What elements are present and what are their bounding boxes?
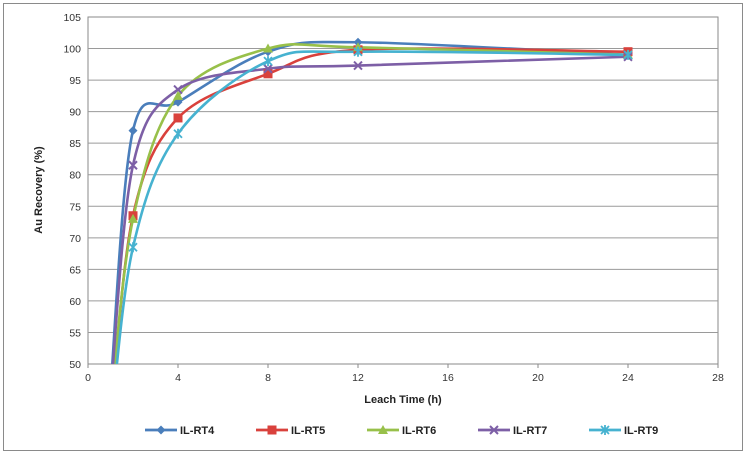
y-tick-label: 80 — [69, 170, 81, 182]
legend-marker-il-rt5 — [267, 425, 277, 435]
legend: IL-RT4 IL-RT5 IL-RT6 IL-RT7 IL-RT9 — [145, 425, 658, 437]
legend-marker-il-rt4 — [156, 425, 166, 435]
data-point-il-rt9 — [623, 49, 633, 60]
x-tick-label: 4 — [175, 372, 181, 384]
legend-marker-il-rt9 — [600, 425, 610, 435]
legend-label-il-rt5: IL-RT5 — [291, 425, 325, 437]
y-axis-title: Au Recovery (%) — [33, 146, 45, 234]
legend-label-il-rt4: IL-RT4 — [180, 425, 215, 437]
data-point-il-rt6 — [106, 403, 116, 412]
data-point-il-rt7 — [353, 60, 363, 71]
x-tick-label: 28 — [712, 372, 724, 384]
gridlines — [88, 48, 718, 333]
legend-label-il-rt9: IL-RT9 — [624, 425, 658, 437]
y-tick-label: 55 — [69, 327, 81, 339]
x-tick-label: 0 — [85, 372, 91, 384]
x-tick-label: 16 — [442, 372, 454, 384]
y-tick-label: 90 — [69, 107, 81, 119]
series-group — [111, 40, 629, 364]
series-line-il-rt7 — [111, 55, 629, 364]
y-tick-label: 100 — [63, 44, 81, 56]
data-point-il-rt4 — [106, 385, 115, 394]
y-tick-label: 60 — [69, 296, 81, 308]
legend-marker-il-rt7 — [489, 425, 499, 435]
y-tick-label: 50 — [69, 359, 81, 371]
line-chart: 50 55 60 65 70 75 80 85 90 95 100 105 0 4 8 12 16 20 24 28… — [33, 12, 724, 437]
data-point-il-rt6 — [263, 43, 273, 53]
legend-label-il-rt6: IL-RT6 — [402, 425, 436, 437]
data-point-il-rt9 — [107, 422, 115, 432]
data-point-il-rt9 — [173, 128, 183, 139]
chart-frame: 50 55 60 65 70 75 80 85 90 95 100 105 0 4 8 12 16 20 24 28… — [3, 3, 743, 451]
data-point-il-rt4 — [173, 97, 183, 107]
data-point-il-rt6 — [128, 213, 138, 223]
data-point-il-rt9 — [353, 46, 363, 57]
y-tick-label: 85 — [69, 138, 81, 150]
x-tick-label: 24 — [622, 372, 634, 384]
data-point-il-rt6 — [173, 90, 183, 100]
y-tick-labels: 50 55 60 65 70 75 80 85 90 95 100 105 — [63, 12, 81, 371]
legend-label-il-rt7: IL-RT7 — [513, 425, 547, 437]
series-line-il-rt9 — [115, 50, 629, 364]
y-tick-label: 75 — [69, 201, 81, 213]
data-point-il-rt5 — [106, 416, 115, 425]
y-tick-label: 70 — [69, 233, 81, 245]
x-tick-label: 12 — [352, 372, 364, 384]
data-point-il-rt7 — [107, 392, 115, 400]
y-tick-label: 65 — [69, 264, 81, 276]
data-point-il-rt7 — [263, 64, 273, 74]
x-axis-title: Leach Time (h) — [364, 394, 442, 406]
plot-area — [87, 16, 719, 365]
data-point-il-rt5 — [173, 113, 183, 123]
data-point-il-rt9 — [128, 242, 138, 253]
y-tick-label: 95 — [69, 75, 81, 87]
y-tick-label: 105 — [63, 12, 81, 24]
markers-group — [106, 37, 633, 432]
series-line-il-rt6 — [113, 43, 629, 364]
data-point-il-rt4 — [353, 37, 363, 47]
data-point-il-rt9 — [263, 56, 273, 67]
series-line-il-rt4 — [111, 40, 629, 364]
x-tick-labels: 0 4 8 12 16 20 24 28 — [85, 364, 724, 384]
legend-marker-il-rt6 — [378, 425, 388, 434]
x-tick-label: 8 — [265, 372, 271, 384]
data-point-il-rt7 — [128, 160, 138, 170]
data-point-il-rt7 — [173, 84, 183, 95]
data-point-il-rt5 — [263, 69, 273, 79]
x-tick-label: 20 — [532, 372, 544, 384]
